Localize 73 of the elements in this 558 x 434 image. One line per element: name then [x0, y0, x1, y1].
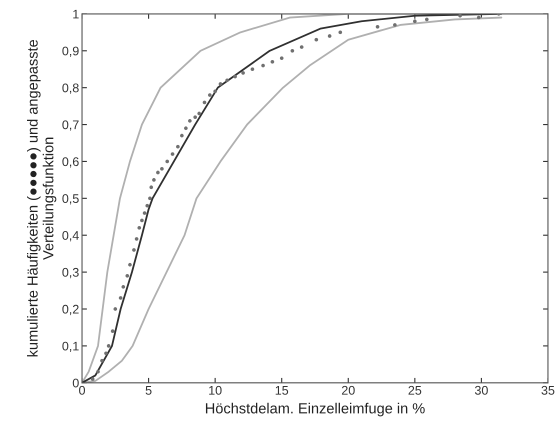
y-tick-label: 0,1: [62, 342, 79, 352]
point: [145, 204, 150, 208]
point: [300, 45, 304, 49]
y-tick-label: 0: [72, 378, 79, 388]
point: [338, 30, 342, 34]
point: [225, 78, 229, 82]
y-tick-label: 0,8: [62, 83, 79, 94]
point: [156, 170, 160, 174]
point: [218, 82, 222, 86]
y-tick-label: 0,5: [62, 194, 79, 204]
point: [424, 18, 429, 22]
point: [241, 71, 245, 75]
point: [106, 344, 110, 348]
x-tick-label: 25: [408, 386, 422, 395]
point: [476, 16, 481, 20]
point: [250, 67, 254, 72]
point: [160, 166, 164, 171]
point: [104, 351, 108, 356]
y-tick-label: 0,2: [62, 304, 79, 316]
y-tick-label: 1: [73, 10, 79, 18]
point: [261, 64, 265, 68]
point: [100, 358, 104, 362]
point: [165, 160, 170, 164]
point: [314, 38, 318, 42]
point: [113, 307, 118, 311]
point: [148, 196, 152, 200]
y-axis-title: kumulierte Häufigkeiten (●●●●●) und angepasste Verteilungsfunktion: [27, 40, 56, 356]
x-tick-label: 15: [276, 386, 288, 395]
point: [328, 34, 332, 38]
point: [188, 119, 192, 123]
point: [208, 93, 212, 97]
point: [149, 185, 154, 190]
point: [193, 115, 198, 120]
point: [393, 23, 397, 27]
x-axis-title: Höchstdelam. Einzelleimfuge in %: [206, 402, 425, 416]
point: [213, 90, 217, 94]
point: [280, 56, 284, 60]
point: [412, 19, 417, 24]
x-tick-label: 5: [146, 386, 152, 395]
point: [142, 211, 146, 215]
point: [233, 74, 237, 78]
x-tick-label: 30: [474, 386, 488, 395]
point: [132, 248, 136, 252]
point: [458, 14, 462, 18]
x-tick-label: 10: [209, 386, 222, 395]
x-tick-label: 0: [79, 386, 86, 395]
point: [290, 48, 294, 53]
point: [184, 126, 188, 130]
point: [118, 296, 122, 300]
point: [137, 226, 142, 230]
point: [270, 60, 274, 64]
point: [202, 100, 206, 104]
y-tick-label: 0,7: [62, 120, 79, 131]
point: [96, 370, 100, 374]
point: [152, 178, 156, 182]
point: [140, 218, 144, 222]
point: [170, 152, 174, 156]
point: [180, 134, 184, 138]
y-tick-label: 0,9: [62, 46, 79, 57]
point: [90, 377, 95, 381]
point: [197, 112, 202, 116]
x-tick-label: 20: [342, 386, 355, 395]
y-tick-label: 0,4: [62, 231, 79, 242]
point: [121, 285, 126, 289]
point: [125, 274, 130, 278]
y-tick-label: 0,6: [62, 157, 79, 168]
x-tick-label: 35: [541, 386, 554, 395]
point: [128, 262, 132, 267]
point: [134, 237, 138, 241]
y-tick-label: 0,3: [62, 268, 79, 278]
point: [176, 144, 180, 149]
point: [110, 329, 114, 333]
point: [376, 24, 380, 29]
